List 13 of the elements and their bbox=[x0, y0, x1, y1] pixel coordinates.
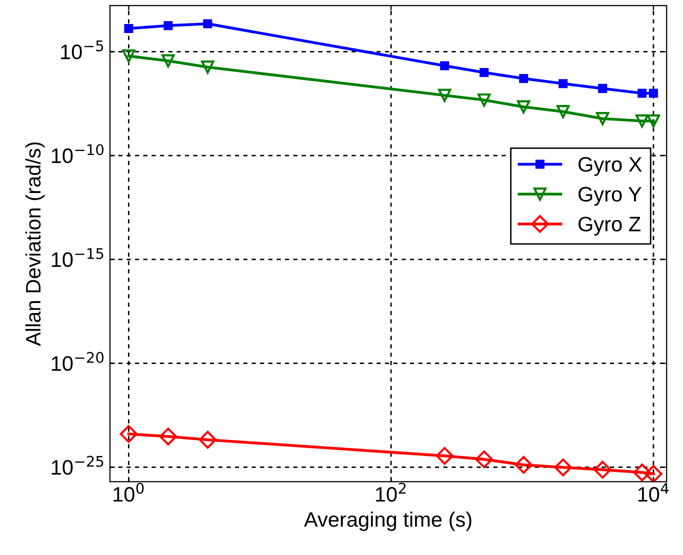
x-tick-label: 10$^{0}$ bbox=[114, 482, 144, 502]
legend-label: Gyro X bbox=[578, 157, 642, 176]
y-axis-title: Allan Deviation (rad/s) bbox=[25, 142, 45, 346]
y-tick-label: 10$^{−25}$ bbox=[52, 456, 104, 475]
y-tick-label: 10$^{−15}$ bbox=[52, 248, 104, 268]
legend-label: Gyro Z bbox=[578, 216, 640, 236]
y-tick-label: 10$^{−20}$ bbox=[52, 352, 104, 371]
x-axis-title: Averaging time (s) bbox=[304, 512, 472, 531]
y-tick-label: 10$^{−5}$ bbox=[61, 40, 104, 60]
x-tick-label: 10$^{4}$ bbox=[638, 482, 669, 502]
y-tick-label: 10$^{−10}$ bbox=[52, 144, 104, 164]
x-tick-label: 10$^{2}$ bbox=[376, 482, 406, 502]
legend-label: Gyro Y bbox=[578, 186, 642, 206]
